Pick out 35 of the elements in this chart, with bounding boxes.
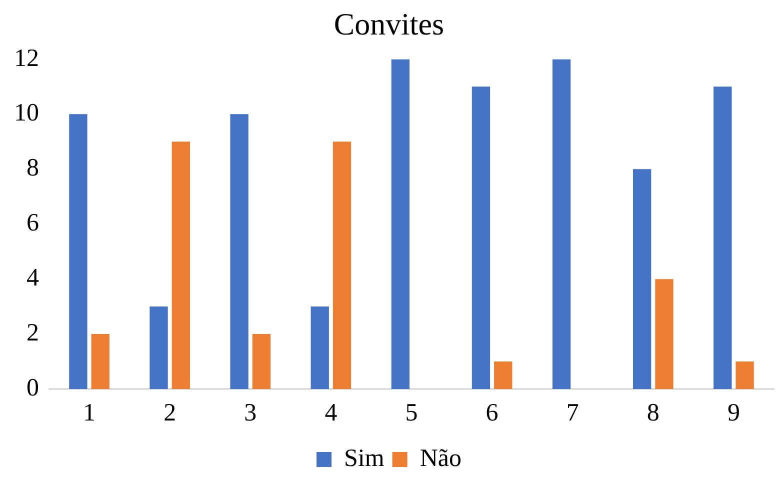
bar	[310, 306, 329, 389]
y-tick-label: 10	[14, 100, 39, 127]
x-tick-label: 9	[727, 400, 740, 427]
bar	[391, 59, 410, 389]
bar	[230, 114, 248, 389]
legend-label: Não	[420, 445, 462, 472]
bar	[332, 142, 352, 389]
x-tick-label: 5	[405, 400, 418, 427]
chart-title: Convites	[334, 6, 444, 42]
bar	[714, 86, 732, 389]
x-tick-label: 1	[83, 400, 96, 427]
x-tick-label: 7	[566, 400, 579, 427]
bar	[150, 306, 168, 389]
y-tick-label: 12	[14, 44, 39, 72]
bar	[69, 114, 88, 389]
bar	[633, 169, 652, 389]
bar	[472, 86, 490, 389]
bar	[172, 142, 190, 389]
x-tick-label: 4	[324, 400, 338, 427]
x-tick-label: 8	[646, 400, 660, 427]
x-tick-label: 3	[244, 400, 257, 427]
y-tick-label: 2	[26, 320, 39, 347]
bar	[655, 279, 674, 389]
y-tick-label: 6	[26, 210, 39, 237]
legend-label: Sim	[344, 445, 385, 472]
y-tick-label: 4	[26, 264, 40, 292]
y-tick-label: 8	[26, 154, 39, 182]
x-tick-label: 6	[486, 400, 498, 427]
bar	[252, 334, 271, 389]
bar	[494, 362, 512, 389]
x-tick-label: 2	[164, 400, 176, 427]
y-tick-label: 0	[26, 374, 39, 402]
bar	[552, 59, 571, 389]
bar	[91, 334, 110, 389]
bar	[736, 362, 754, 389]
